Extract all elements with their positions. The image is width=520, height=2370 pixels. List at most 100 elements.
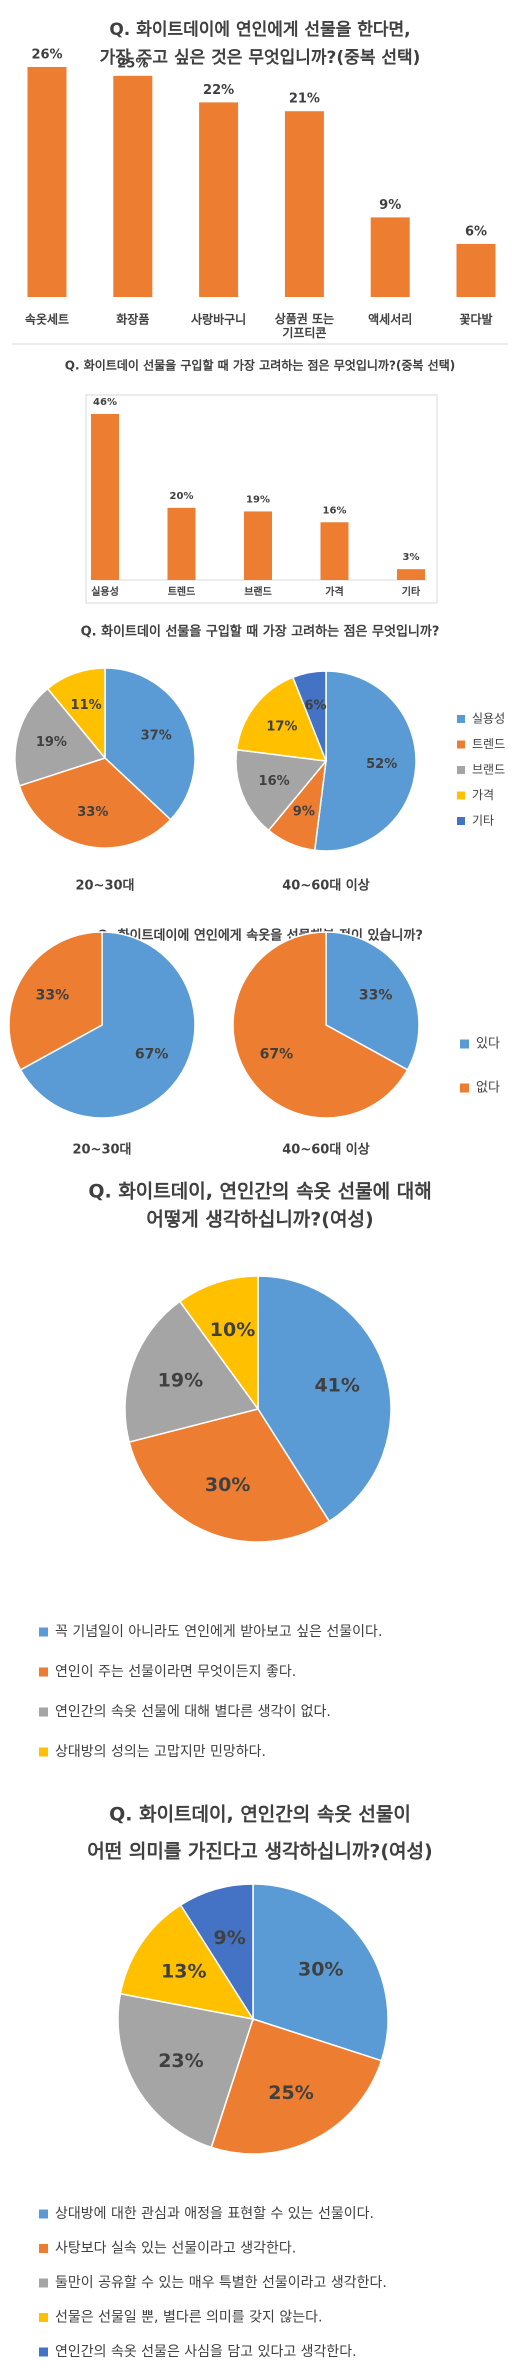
bar xyxy=(167,507,196,580)
x-tick-label: 꽃다발 xyxy=(459,312,492,327)
chart-title: 어떻게 생각하십니까?(여성) xyxy=(146,1209,373,1231)
pie-slice xyxy=(8,931,103,1071)
value-label: 20% xyxy=(170,491,194,502)
value-label: 25% xyxy=(117,56,148,71)
x-tick-label: 상품권 또는 기프티콘 xyxy=(275,310,334,339)
legend-swatch xyxy=(39,1747,48,1757)
value-label: 16% xyxy=(323,505,347,516)
legend-label: 사탕보다 실속 있는 선물이라고 생각한다. xyxy=(55,2241,296,2257)
slice-label: 17% xyxy=(266,719,297,734)
pie-label: 40~60대 이상 xyxy=(282,1142,370,1158)
chart-title: Q. 화이트데이 선물을 구입할 때 가장 고려하는 점은 무엇입니까?(중복 … xyxy=(65,358,455,373)
slice-label: 9% xyxy=(214,1927,246,1949)
pie-slice xyxy=(235,748,328,832)
slice-label: 11% xyxy=(71,698,102,713)
pie-slice xyxy=(14,687,107,787)
legend-label: 연인간의 속옷 선물에 대해 별다른 생각이 없다. xyxy=(55,1704,331,1720)
chart-title: Q. 화이트데이에 연인에게 선물을 한다면, xyxy=(109,20,410,40)
x-tick-label: 사랑바구니 xyxy=(191,312,246,327)
x-tick-label: 속옷세트 xyxy=(25,312,69,327)
x-tick-label: 액세서리 xyxy=(368,312,412,327)
slice-label: 6% xyxy=(305,699,327,714)
pie-slice xyxy=(128,1408,331,1543)
legend-swatch xyxy=(39,2278,48,2288)
legend-swatch xyxy=(457,740,465,749)
bar xyxy=(244,511,272,580)
legend-label: 꼭 기념일이 아니라도 연인에게 받아보고 싶은 선물이다. xyxy=(55,1624,382,1640)
pie-slice xyxy=(178,1275,259,1412)
bar xyxy=(397,569,425,580)
slice-label: 25% xyxy=(268,2082,313,2104)
slice-label: 67% xyxy=(135,1046,169,1062)
legend-swatch xyxy=(39,2313,48,2322)
pie-slice xyxy=(117,1992,254,2149)
bar xyxy=(199,102,239,297)
slice-label: 30% xyxy=(205,1474,250,1496)
bar xyxy=(27,67,67,297)
value-label: 9% xyxy=(379,198,401,213)
x-tick-label: 브랜드 xyxy=(244,585,272,598)
slice-label: 67% xyxy=(260,1046,294,1062)
pie-label: 20~30대 xyxy=(75,879,134,894)
pie-label: 20~30대 xyxy=(72,1143,131,1158)
pie-slice xyxy=(18,757,172,849)
chart-title: Q. 화이트데이, 연인간의 속옷 선물이 xyxy=(109,1804,411,1826)
legend-swatch xyxy=(460,1083,469,1093)
slice-label: 23% xyxy=(158,2050,203,2072)
slice-label: 10% xyxy=(210,1319,255,1341)
legend-label: 기타 xyxy=(472,814,494,828)
value-label: 3% xyxy=(403,552,420,563)
pie-slice xyxy=(235,676,328,762)
legend-swatch xyxy=(457,766,465,774)
slice-label: 19% xyxy=(36,735,67,750)
pie-slice xyxy=(179,1883,254,2022)
legend-label: 트렌드 xyxy=(472,737,505,751)
slice-label: 41% xyxy=(314,1374,359,1396)
chart-title: Q. 화이트데이에 연인에게 속옷을 선물해본 적이 있습니까? xyxy=(97,928,423,944)
legend-label: 실용성 xyxy=(472,712,505,726)
pie-slice xyxy=(19,931,196,1119)
slice-label: 16% xyxy=(259,774,290,789)
value-label: 19% xyxy=(246,494,270,505)
x-tick-label: 가격 xyxy=(325,585,343,598)
slice-label: 33% xyxy=(77,805,108,820)
legend-label: 상대방의 성의는 고맙지만 민망하다. xyxy=(55,1744,266,1760)
legend-label: 가격 xyxy=(472,788,494,802)
bar xyxy=(113,75,153,297)
legend-swatch xyxy=(39,2244,48,2253)
value-label: 22% xyxy=(203,83,234,98)
x-tick-label: 화장품 xyxy=(116,312,149,327)
pie-slice xyxy=(257,1275,392,1523)
pie-slice xyxy=(210,2018,383,2155)
legend-swatch xyxy=(457,791,465,800)
slice-label: 33% xyxy=(36,988,70,1004)
legend-swatch xyxy=(39,1707,48,1717)
chart-title: Q. 화이트데이, 연인간의 속옷 선물에 대해 xyxy=(88,1181,431,1203)
value-label: 26% xyxy=(31,48,62,63)
legend-label: 상대방에 대한 관심과 애정을 표현할 수 있는 선물이다. xyxy=(55,2206,374,2222)
bar xyxy=(284,111,324,297)
value-label: 46% xyxy=(93,397,117,408)
legend-label: 둘만이 공유할 수 있는 매우 특별한 선물이라고 생각한다. xyxy=(55,2275,387,2291)
slice-label: 19% xyxy=(158,1370,203,1392)
legend-swatch xyxy=(39,2209,48,2219)
slice-label: 33% xyxy=(359,988,393,1004)
pie-slice xyxy=(119,1903,255,2021)
legend-swatch xyxy=(39,1667,48,1677)
legend-label: 없다 xyxy=(476,1081,500,1096)
legend-label: 연인이 주는 선물이라면 무엇이든지 좋다. xyxy=(55,1664,296,1680)
slice-label: 13% xyxy=(161,1960,206,1982)
chart-title: 가장 주고 싶은 것은 무엇입니까?(중복 선택) xyxy=(100,48,421,68)
legend-label: 있다 xyxy=(476,1037,500,1052)
bar xyxy=(320,522,349,580)
legend-label: 선물은 선물일 뿐, 별다른 의미를 갖지 않는다. xyxy=(55,2310,322,2326)
x-tick-label: 실용성 xyxy=(91,585,119,598)
slice-label: 52% xyxy=(366,757,397,772)
legend-label: 브랜드 xyxy=(472,763,505,777)
chart-title: 어떤 의미를 가진다고 생각하십니까?(여성) xyxy=(87,1841,432,1863)
value-label: 6% xyxy=(465,224,487,239)
legend-label: 연인간의 속옷 선물은 사심을 담고 있다고 생각한다. xyxy=(55,2344,357,2360)
bar xyxy=(370,217,410,297)
legend-swatch xyxy=(39,2347,48,2357)
